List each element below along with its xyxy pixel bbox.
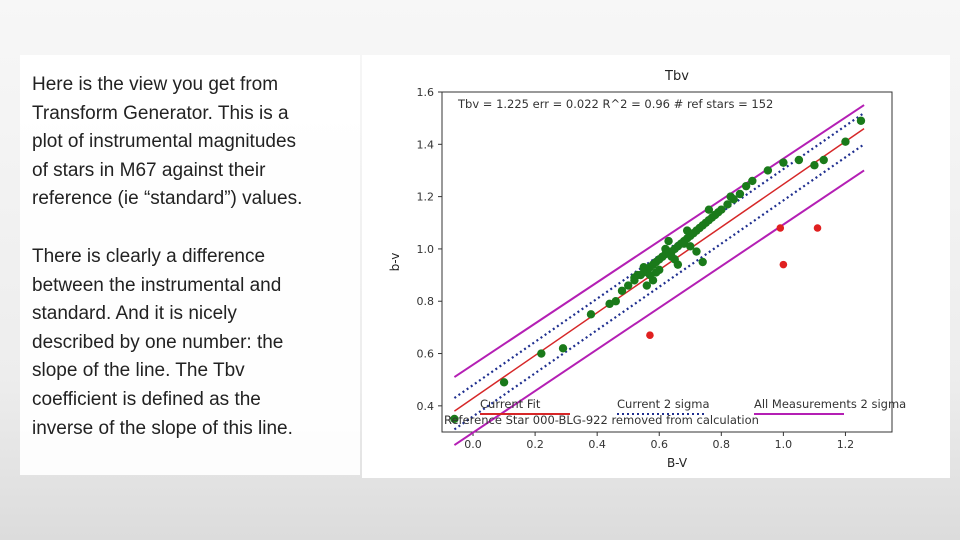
- stats-annotation: Tbv = 1.225 err = 0.022 R^2 = 0.96 # ref…: [457, 97, 773, 111]
- x-tick-label: 0.0: [464, 438, 482, 451]
- data-point: [723, 200, 732, 209]
- data-point: [499, 378, 509, 387]
- text-panel: Here is the view you get from Transform …: [20, 55, 360, 475]
- y-tick-label: 1.4: [417, 138, 435, 151]
- data-point: [667, 252, 676, 261]
- data-point: [717, 205, 726, 214]
- x-tick-label: 0.4: [588, 438, 606, 451]
- body-text-paragraph-1: Here is the view you get from Transform …: [32, 74, 303, 210]
- data-point: [810, 161, 819, 170]
- data-point: [726, 192, 735, 201]
- data-point: [748, 176, 757, 186]
- x-tick-label: 0.8: [713, 438, 731, 451]
- data-point: [537, 349, 546, 358]
- x-tick-label: 1.2: [837, 438, 855, 451]
- data-point: [841, 137, 850, 146]
- all-sigma-upper-line: [453, 104, 865, 378]
- x-tick-label: 0.2: [526, 438, 544, 451]
- y-tick-label: 1.2: [417, 191, 435, 204]
- data-point: [710, 210, 720, 220]
- y-tick-label: 0.4: [417, 400, 435, 413]
- data-point: [779, 158, 788, 167]
- data-point: [624, 281, 633, 290]
- legend-current-fit-label: Current Fit: [480, 397, 541, 411]
- all-sigma-lower-line: [453, 169, 865, 446]
- rejected-point: [813, 224, 822, 232]
- chart-panel: 0.0 0.2 0.4 0.6 0.8 1.0 1.2 0.4 0.6 0.8 1.0 1.2 1.4 1…: [362, 55, 950, 478]
- data-point: [741, 181, 751, 191]
- data-point: [686, 242, 695, 251]
- data-point: [617, 286, 627, 295]
- legend-current-2-sigma-label: Current 2 sigma: [617, 397, 710, 411]
- data-point: [611, 297, 620, 306]
- data-point: [645, 270, 655, 280]
- removed-star-note: Reference Star 000-BLG-922 removed from …: [444, 413, 759, 427]
- data-point: [664, 236, 673, 246]
- data-point: [698, 257, 707, 267]
- data-point: [639, 263, 648, 272]
- y-tick-label: 1.6: [417, 86, 435, 99]
- data-point: [794, 155, 804, 165]
- data-point: [661, 244, 670, 254]
- plot-frame: [441, 91, 893, 433]
- data-point: [450, 414, 459, 424]
- legend-all-measurements-2-sigma-label: All Measurements 2 sigma: [754, 397, 906, 411]
- x-tick-label: 0.6: [650, 438, 668, 451]
- chart-title: Tbv: [664, 69, 689, 84]
- y-tick-label: 1.0: [417, 243, 435, 256]
- data-point: [673, 260, 683, 269]
- y-tick-label: 0.8: [417, 295, 435, 308]
- data-point: [856, 116, 866, 125]
- data-point: [763, 166, 773, 175]
- body-text-paragraph-2: There is clearly a difference between th…: [32, 246, 293, 439]
- data-point: [558, 344, 568, 353]
- y-axis-label: b-v: [388, 253, 402, 272]
- data-point: [735, 189, 745, 199]
- data-point: [692, 247, 701, 256]
- data-point: [682, 226, 692, 235]
- x-axis-label: B-V: [667, 456, 688, 470]
- x-tick-label: 1.0: [775, 438, 793, 451]
- data-point: [704, 205, 714, 214]
- tbv-chart: 0.0 0.2 0.4 0.6 0.8 1.0 1.2 0.4 0.6 0.8 1.0 1.2 1.4 1…: [388, 69, 906, 470]
- rejected-point: [776, 224, 785, 232]
- rejected-point: [646, 331, 654, 340]
- data-point: [586, 310, 596, 319]
- data-point: [642, 281, 652, 290]
- current-sigma-lower-line: [453, 143, 865, 431]
- data-point: [630, 273, 639, 282]
- data-point: [819, 155, 828, 165]
- rejected-point: [779, 260, 788, 269]
- y-tick-label: 0.6: [417, 348, 435, 361]
